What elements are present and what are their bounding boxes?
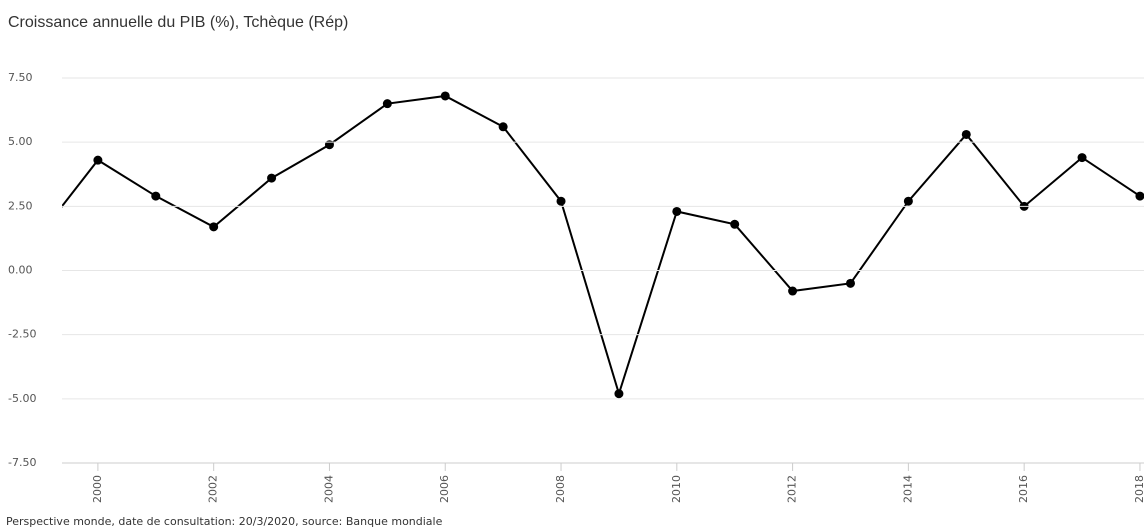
point: [730, 219, 740, 229]
y-tick-label: -2.50: [8, 328, 36, 341]
line: [62, 94, 1141, 398]
point: [36, 230, 45, 239]
point: [151, 191, 161, 201]
x-tick-label: 2010: [670, 475, 683, 503]
y-tick-label: -5.00: [8, 392, 36, 405]
point: [1077, 153, 1087, 163]
point: [324, 140, 334, 150]
y-tick-label: 7.50: [8, 71, 33, 84]
point: [209, 222, 219, 232]
point: [1135, 191, 1144, 201]
y-tick-label: 2.50: [8, 199, 33, 212]
point: [93, 155, 103, 165]
point: [382, 99, 392, 109]
y-tick-label: 5.00: [8, 135, 33, 148]
point: [788, 286, 798, 296]
y-tick-label: -7.50: [8, 456, 36, 469]
chart-title: Croissance annuelle du PIB (%), Tchèque …: [8, 14, 348, 31]
point: [267, 173, 277, 183]
point: [961, 129, 971, 139]
x-tick-label: 2012: [786, 475, 799, 503]
x-tick-label: 2014: [901, 475, 914, 503]
point: [498, 122, 508, 132]
x-tick-label: 2016: [1017, 475, 1030, 503]
x-tick-label: 2002: [207, 475, 220, 503]
x-tick-label: 2018: [1133, 475, 1144, 503]
point: [614, 389, 624, 399]
x-tick-label: 2000: [91, 475, 104, 503]
y-tick-label: 0.00: [8, 264, 33, 277]
x-tick-label: 2006: [438, 475, 451, 503]
point: [672, 206, 682, 216]
x-tick-label: 2004: [322, 475, 335, 503]
point: [845, 278, 855, 288]
point: [440, 91, 450, 101]
point: [903, 196, 913, 206]
point: [556, 196, 566, 206]
x-tick-label: 2008: [554, 475, 567, 503]
footer: Perspective monde, date de consultation:…: [6, 515, 443, 528]
